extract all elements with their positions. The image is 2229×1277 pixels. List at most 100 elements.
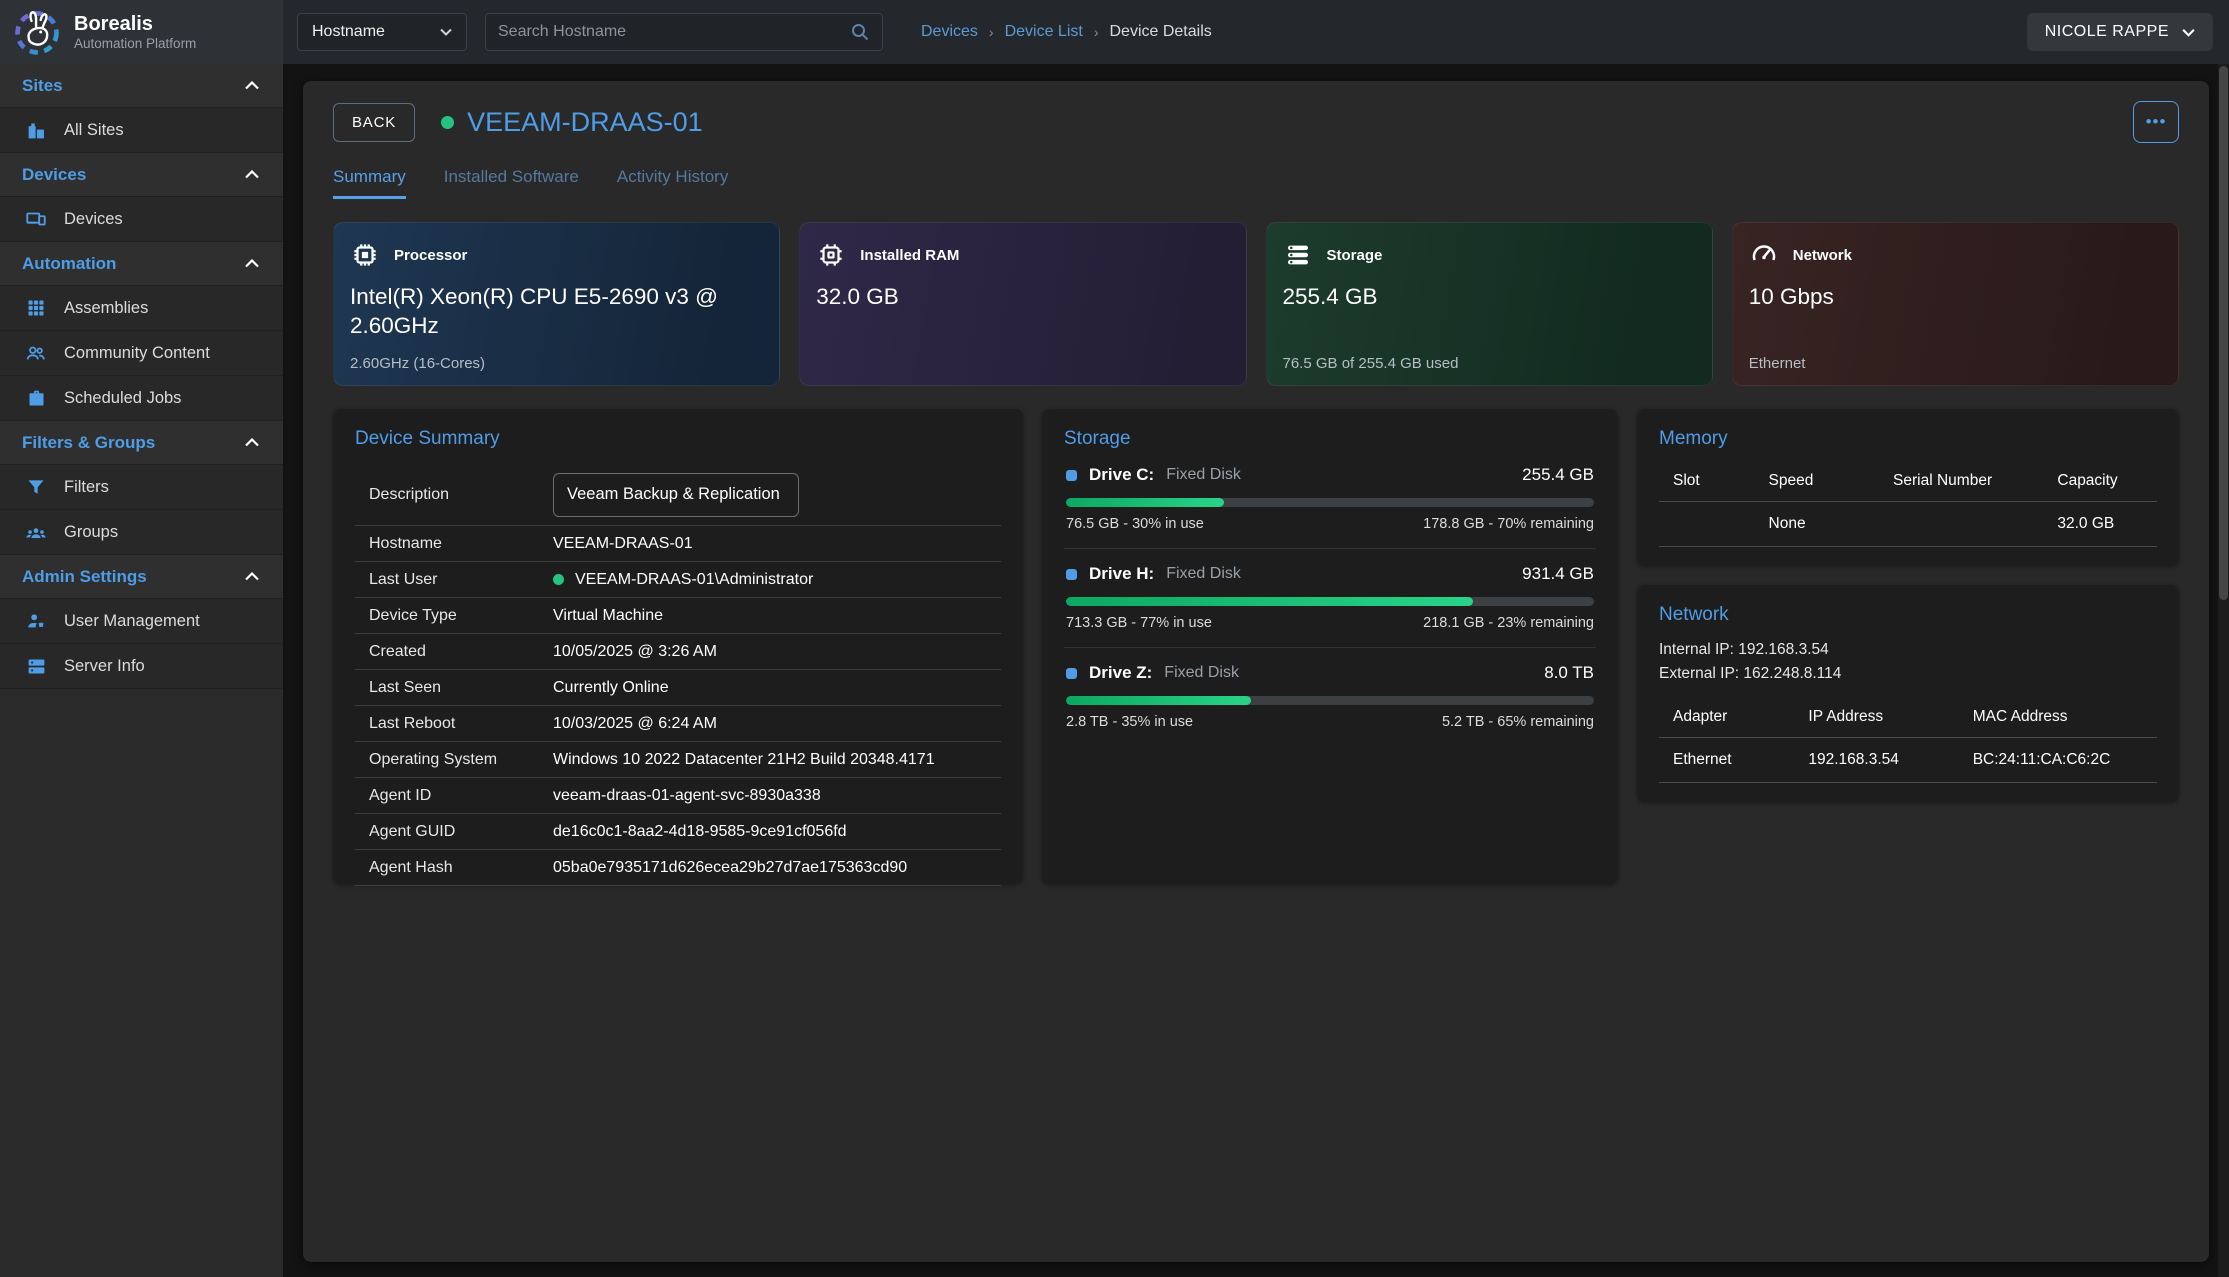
sidebar-section-filters-groups[interactable]: Filters & Groups	[0, 421, 283, 465]
search-field-select[interactable]: Hostname	[297, 13, 467, 51]
vertical-scrollbar[interactable]	[2218, 64, 2229, 1277]
right-column: Memory Slot Speed Serial Number Capacity	[1637, 409, 2179, 803]
tab-bar: Summary Installed Software Activity Hist…	[333, 167, 2179, 199]
online-status-dot	[553, 574, 564, 585]
sidebar-section-admin-settings[interactable]: Admin Settings	[0, 555, 283, 599]
row-label: Operating System	[369, 750, 498, 768]
tab-summary[interactable]: Summary	[333, 167, 406, 199]
row-value: 10/03/2025 @ 6:24 AM	[553, 714, 717, 732]
drive-progress-fill	[1066, 498, 1225, 507]
drive-remaining-text: 218.1 GB - 23% remaining	[1423, 615, 1594, 631]
cpu-icon	[350, 240, 380, 270]
summary-row-last-seen: Last Seen Currently Online	[355, 670, 1001, 706]
column-header-ip-address: IP Address	[1808, 699, 1973, 739]
groups-icon	[25, 521, 47, 543]
breadcrumb-separator-icon: ›	[1093, 24, 1099, 40]
breadcrumb-device-list[interactable]: Device List	[1004, 23, 1083, 40]
scrollbar-thumb[interactable]	[2219, 66, 2228, 600]
card-label: Network	[1792, 246, 1852, 264]
summary-row-hostname: Hostname VEEAM-DRAAS-01	[355, 526, 1001, 562]
drive-progress-track	[1066, 597, 1594, 606]
column-header-speed: Speed	[1768, 463, 1894, 502]
memory-serial-value	[1893, 501, 2058, 547]
row-value: Currently Online	[553, 678, 669, 696]
sidebar-item-user-management[interactable]: User Management	[0, 599, 283, 644]
sidebar: Sites All Sites Devices Devices Automati…	[0, 64, 283, 1277]
sidebar-item-label: Server Info	[64, 656, 145, 675]
sidebar-item-devices[interactable]: Devices	[0, 197, 283, 242]
server-icon	[25, 655, 47, 677]
storage-card: Storage 255.4 GB 76.5 GB of 255.4 GB use…	[1265, 222, 1713, 386]
sidebar-item-label: Devices	[64, 209, 123, 228]
card-subtext: 76.5 GB of 255.4 GB used	[1282, 355, 1459, 372]
drive-row-c: Drive C: Fixed Disk 255.4 GB 76.5 GB - 3…	[1064, 450, 1596, 549]
column-header-capacity: Capacity	[2057, 463, 2157, 502]
search-icon[interactable]	[850, 22, 870, 42]
breadcrumb-current: Device Details	[1109, 23, 1212, 40]
grid-icon	[25, 297, 47, 319]
card-label: Processor	[394, 246, 468, 264]
chevron-up-icon	[245, 572, 259, 581]
sidebar-item-label: Filters	[64, 477, 109, 496]
search-box[interactable]	[485, 13, 883, 51]
summary-row-agent-guid: Agent GUID de16c0c1-8aa2-4d18-9585-9ce91…	[355, 814, 1001, 850]
tab-installed-software[interactable]: Installed Software	[443, 167, 579, 186]
panel-title: Storage	[1064, 428, 1131, 449]
user-menu-button[interactable]: NICOLE RAPPE	[2026, 13, 2213, 51]
sidebar-item-scheduled-jobs[interactable]: Scheduled Jobs	[0, 376, 283, 421]
sidebar-item-label: Assemblies	[64, 298, 149, 317]
briefcase-icon	[25, 387, 47, 409]
logo-area: Borealis Automation Platform	[0, 0, 283, 64]
row-value: veeam-draas-01-agent-svc-8930a338	[553, 786, 821, 804]
network-adapter-row: Ethernet 192.168.3.54 BC:24:11:CA:C6:2C	[1659, 737, 2157, 784]
network-adapter-table: Adapter IP Address MAC Address Ethernet …	[1659, 699, 2157, 784]
sidebar-item-server-info[interactable]: Server Info	[0, 644, 283, 689]
sidebar-item-all-sites[interactable]: All Sites	[0, 108, 283, 153]
row-label: Created	[369, 642, 426, 660]
panel-title: Network	[1659, 604, 1729, 625]
sidebar-item-filters[interactable]: Filters	[0, 465, 283, 510]
drive-remaining-text: 178.8 GB - 70% remaining	[1423, 516, 1594, 532]
sidebar-section-automation[interactable]: Automation	[0, 242, 283, 286]
row-value: Windows 10 2022 Datacenter 21H2 Build 20…	[553, 750, 935, 768]
adapter-mac-value: BC:24:11:CA:C6:2C	[1972, 737, 2157, 784]
device-summary-panel: Device Summary Description Hostname VEEA…	[333, 409, 1023, 886]
summary-row-operating-system: Operating System Windows 10 2022 Datacen…	[355, 742, 1001, 778]
summary-row-last-reboot: Last Reboot 10/03/2025 @ 6:24 AM	[355, 706, 1001, 742]
chevron-up-icon	[245, 259, 259, 268]
speedometer-icon	[1749, 240, 1779, 270]
row-value: 05ba0e7935171d626ecea29b27d7ae175363cd90	[553, 858, 908, 876]
search-field-selected: Hostname	[312, 23, 385, 40]
sidebar-item-groups[interactable]: Groups	[0, 510, 283, 555]
device-details-panel: BACK VEEAM-DRAAS-01 ••• Summary Installe…	[303, 81, 2209, 1262]
drive-bullet-icon	[1066, 469, 1077, 481]
processor-card: Processor Intel(R) Xeon(R) CPU E5-2690 v…	[333, 222, 781, 386]
external-ip: External IP: 162.248.8.114	[1659, 665, 1842, 683]
breadcrumb-devices[interactable]: Devices	[921, 23, 978, 40]
sidebar-section-devices[interactable]: Devices	[0, 153, 283, 197]
card-label: Installed RAM	[860, 246, 960, 264]
summary-row-agent-hash: Agent Hash 05ba0e7935171d626ecea29b27d7a…	[355, 850, 1001, 886]
internal-ip: Internal IP: 192.168.3.54	[1659, 641, 1829, 658]
row-label: Last Seen	[369, 678, 442, 696]
panel-title: Memory	[1659, 428, 1728, 449]
back-button[interactable]: BACK	[333, 102, 416, 142]
drive-size: 255.4 GB	[1522, 465, 1594, 484]
sidebar-section-label: Admin Settings	[22, 566, 147, 586]
sidebar-item-label: Groups	[64, 522, 119, 541]
description-input[interactable]	[553, 472, 799, 517]
drive-progress-fill	[1066, 597, 1473, 606]
drive-row-z: Drive Z: Fixed Disk 8.0 TB 2.8 TB - 35% …	[1064, 648, 1596, 746]
sidebar-item-assemblies[interactable]: Assemblies	[0, 286, 283, 331]
card-value: 10 Gbps	[1748, 284, 1834, 309]
sidebar-item-label: Scheduled Jobs	[64, 388, 182, 407]
tab-activity-history[interactable]: Activity History	[616, 167, 729, 186]
sidebar-section-sites[interactable]: Sites	[0, 64, 283, 108]
memory-speed-value: None	[1768, 501, 1894, 547]
search-input[interactable]	[498, 23, 850, 41]
sidebar-item-community-content[interactable]: Community Content	[0, 331, 283, 376]
ellipsis-menu-button[interactable]: •••	[2133, 101, 2179, 143]
storage-panel: Storage Drive C: Fixed Disk 255.4 GB 76.…	[1042, 409, 1618, 884]
device-name: VEEAM-DRAAS-01	[467, 106, 703, 137]
chevron-down-icon	[2182, 28, 2195, 37]
